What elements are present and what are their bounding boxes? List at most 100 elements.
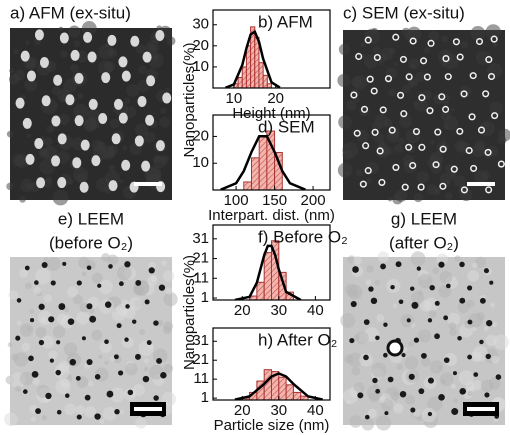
texture xyxy=(388,89,396,97)
texture xyxy=(440,372,454,386)
texture xyxy=(411,64,416,69)
particle xyxy=(125,304,129,308)
particle xyxy=(132,319,136,323)
particle xyxy=(107,35,116,46)
particle xyxy=(489,281,493,285)
texture xyxy=(67,286,78,297)
particle xyxy=(122,71,131,82)
particle xyxy=(156,358,162,364)
texture xyxy=(373,46,381,54)
particle xyxy=(135,280,141,286)
texture xyxy=(372,363,387,378)
texture xyxy=(108,145,118,155)
texture xyxy=(48,350,57,359)
scale-bar xyxy=(134,182,162,186)
particle xyxy=(375,389,380,394)
particle xyxy=(143,376,149,382)
particle xyxy=(85,395,91,401)
particle xyxy=(82,336,86,340)
texture xyxy=(159,117,170,128)
texture xyxy=(477,312,485,320)
particle xyxy=(130,36,139,47)
texture xyxy=(473,346,488,361)
texture xyxy=(122,146,127,151)
particle xyxy=(429,285,434,290)
particle xyxy=(23,389,28,394)
histogram-bar xyxy=(251,158,259,190)
texture xyxy=(406,129,421,144)
micrograph xyxy=(337,24,510,204)
particle xyxy=(399,299,404,304)
particle xyxy=(72,157,81,168)
histogram-bar xyxy=(267,84,271,88)
particle xyxy=(114,354,119,359)
particle xyxy=(30,318,34,322)
x-tick-label: 20 xyxy=(234,302,251,319)
texture xyxy=(167,36,176,45)
particle xyxy=(365,415,370,420)
texture xyxy=(14,49,19,54)
particle xyxy=(444,357,450,363)
particle xyxy=(380,264,386,270)
texture xyxy=(434,187,439,192)
texture xyxy=(76,311,89,324)
texture xyxy=(120,410,124,414)
particle xyxy=(486,320,492,326)
texture xyxy=(68,26,80,38)
particle xyxy=(467,355,472,360)
texture xyxy=(438,365,442,369)
particle xyxy=(42,95,51,106)
particle xyxy=(118,56,127,67)
texture xyxy=(484,122,490,128)
texture xyxy=(393,304,397,308)
particle xyxy=(383,323,387,327)
texture xyxy=(453,398,458,403)
particle xyxy=(479,340,484,345)
particle xyxy=(128,390,134,396)
particle xyxy=(114,409,119,414)
texture xyxy=(366,265,374,273)
particle xyxy=(75,73,84,84)
panel-label: c) SEM (ex-situ) xyxy=(343,3,465,22)
texture xyxy=(166,287,173,294)
texture xyxy=(64,308,68,312)
particle xyxy=(434,333,440,339)
texture xyxy=(47,257,61,271)
panel-label: g) LEEM xyxy=(391,209,457,228)
particle xyxy=(349,338,354,343)
histogram-bar xyxy=(238,77,242,88)
particle xyxy=(410,407,415,412)
particle xyxy=(418,388,424,394)
texture xyxy=(393,403,403,413)
texture xyxy=(472,144,485,157)
defect xyxy=(388,341,402,355)
particle xyxy=(411,302,418,309)
histogram-bar xyxy=(293,392,300,400)
particle xyxy=(86,303,92,309)
particle xyxy=(91,155,100,166)
texture xyxy=(455,255,461,261)
particle xyxy=(97,284,101,288)
particle xyxy=(34,138,43,149)
texture xyxy=(397,364,403,370)
particle xyxy=(457,336,462,341)
particle xyxy=(446,284,451,289)
particle xyxy=(414,337,419,342)
texture xyxy=(125,363,138,376)
particle xyxy=(156,140,165,151)
texture xyxy=(346,100,357,111)
texture xyxy=(440,271,453,284)
texture xyxy=(418,290,423,295)
particle xyxy=(32,371,39,378)
texture xyxy=(459,370,474,385)
x-axis-label: Interpart. dist. (nm) xyxy=(208,207,335,224)
particle xyxy=(39,340,44,345)
texture xyxy=(430,140,435,145)
particle xyxy=(68,318,75,325)
particle xyxy=(77,280,82,285)
particle xyxy=(480,298,486,304)
histogram-bar xyxy=(264,253,271,300)
particle xyxy=(119,113,128,124)
texture xyxy=(64,342,78,356)
texture xyxy=(139,329,145,335)
